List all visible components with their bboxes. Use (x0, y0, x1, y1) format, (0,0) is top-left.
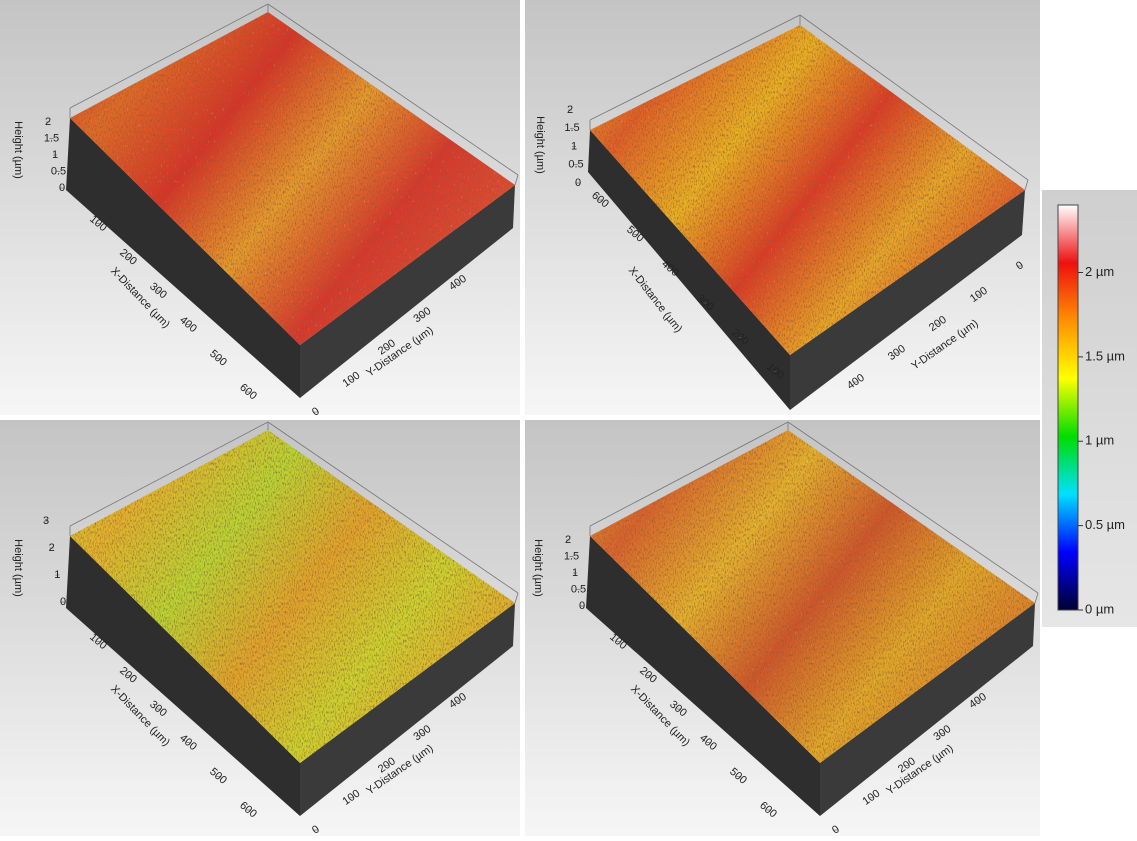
bounding-box (69, 421, 269, 527)
z-tick-label: 0 (579, 600, 585, 612)
bounding-box (589, 421, 789, 527)
bounding-box (1024, 179, 1029, 191)
colorbar (1057, 204, 1079, 611)
z-tick-label: 1 (52, 149, 58, 161)
z-tick-label: 2 (49, 542, 55, 554)
colorbar-tick-label: 1.5 µm (1085, 348, 1125, 363)
bounding-box (514, 174, 519, 186)
z-axis-label: Height (µm) (532, 539, 544, 597)
z-tick-label: 0.5 (51, 165, 66, 177)
bounding-box (267, 421, 519, 594)
z-tick-label: 0 (60, 596, 66, 608)
surface-side (588, 130, 790, 410)
surface-side (300, 185, 515, 398)
bounding-box (787, 421, 1039, 594)
bounding-box (267, 3, 519, 176)
z-tick-label: 1.5 (564, 550, 579, 562)
surface-highlight (590, 25, 1025, 355)
bounding-box (589, 14, 801, 121)
surface-side (66, 536, 300, 816)
colorbar-tick-label: 0.5 µm (1085, 517, 1125, 532)
surface-highlight (70, 12, 515, 345)
z-tick-label: 1.5 (564, 122, 579, 134)
z-tick-label: 2 (45, 116, 51, 128)
z-tick-label: 0.5 (571, 583, 586, 595)
z-tick-label: 0 (59, 182, 65, 194)
colorbar-tick-label: 0 µm (1085, 601, 1114, 616)
z-tick-label: 1 (572, 567, 578, 579)
z-axis-label: Height (µm) (12, 121, 24, 179)
y-tick-label: 0 (310, 405, 322, 418)
colorbar-background (1042, 190, 1137, 627)
z-axis-label: Height (µm) (534, 116, 546, 174)
z-tick-label: 3 (43, 515, 49, 527)
y-tick-label: 0 (1014, 259, 1026, 272)
bounding-box (799, 14, 1029, 181)
bounding-box (514, 592, 519, 604)
z-tick-label: 0 (575, 177, 581, 189)
z-tick-label: 0.5 (568, 159, 583, 171)
colorbar-tick-label: 2 µm (1085, 264, 1114, 279)
bounding-box (69, 3, 269, 109)
surface-side (790, 190, 1025, 410)
surface-highlight (590, 430, 1035, 763)
bounding-box (1034, 592, 1039, 604)
surface-side (586, 536, 820, 816)
surface-side (66, 118, 300, 398)
y-tick-label: 0 (310, 823, 322, 836)
z-tick-label: 1 (54, 569, 60, 581)
z-tick-label: 1.5 (44, 132, 59, 144)
z-tick-label: 2 (567, 104, 573, 116)
surface-side (820, 603, 1035, 816)
z-tick-label: 2 (565, 534, 571, 546)
y-tick-label: 0 (830, 823, 842, 836)
surface-highlight (70, 430, 515, 763)
z-tick-label: 1 (571, 140, 577, 152)
surface-side (300, 603, 515, 816)
colorbar-tick-label: 1 µm (1085, 433, 1114, 448)
z-axis-label: Height (µm) (12, 539, 24, 597)
